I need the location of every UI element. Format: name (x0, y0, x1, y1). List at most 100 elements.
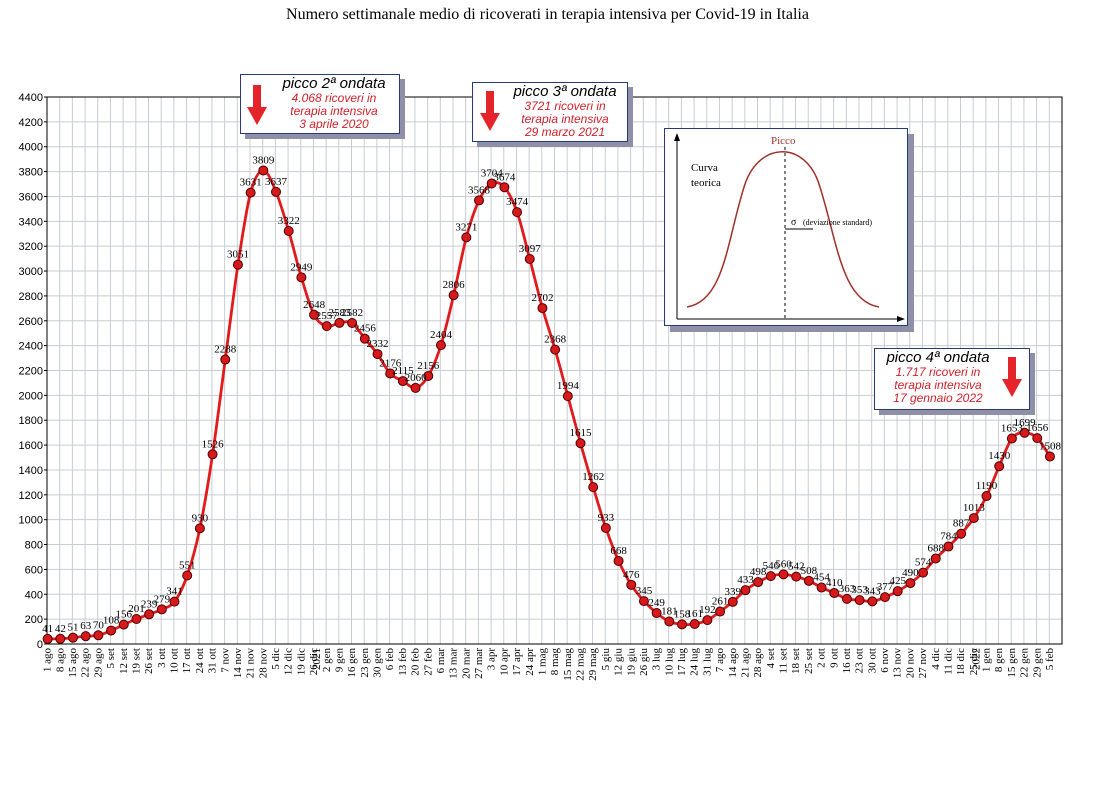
inset-curve-label-1: Curva (691, 162, 718, 174)
data-label: 1013 (963, 502, 986, 514)
inset-curve-label-2: teorica (691, 177, 721, 189)
y-tick-label: 800 (25, 540, 43, 552)
data-label: 3097 (519, 243, 542, 255)
data-label: 2456 (354, 323, 377, 335)
annotation-peak-3-line-3: 29 marzo 2021 (524, 125, 606, 139)
down-arrow-icon (1002, 357, 1022, 397)
data-label: 261 (712, 596, 729, 608)
data-point (359, 333, 370, 344)
data-point (613, 555, 624, 566)
x-tick-label: 19 set (130, 648, 142, 674)
x-tick-label: 17 ott (181, 648, 193, 673)
annotation-peak-4: picco 4ª ondata 1.717 ricoveri in terapi… (874, 348, 1030, 410)
x-tick-label: 27 nov (917, 648, 929, 679)
data-point (435, 340, 446, 351)
x-tick-label: 1 ago (42, 648, 54, 673)
data-point (829, 588, 840, 599)
data-label: 2949 (290, 261, 313, 273)
data-point (905, 578, 916, 589)
data-label: 1653 (1001, 423, 1024, 435)
data-label: 1262 (582, 471, 604, 483)
data-point (385, 368, 396, 379)
data-point (232, 259, 243, 270)
x-tick-label: 10 lug (663, 648, 675, 676)
data-point (245, 187, 256, 198)
x-tick-label: 19 dic (295, 648, 307, 675)
data-point (943, 541, 954, 552)
annotation-peak-4-line-2: terapia intensiva (894, 378, 982, 392)
data-label: 249 (648, 597, 665, 609)
data-label: 3322 (278, 215, 300, 227)
data-point (410, 382, 421, 393)
y-tick-label: 200 (25, 614, 43, 626)
data-point (1006, 433, 1017, 444)
x-tick-label: 26 set (143, 648, 155, 674)
x-tick-label: 17 lug (676, 648, 688, 676)
data-point (524, 253, 535, 264)
data-point (499, 182, 510, 193)
data-point (892, 586, 903, 597)
y-tick-label: 1600 (19, 440, 43, 452)
data-label: 156 (116, 609, 133, 621)
data-point (715, 606, 726, 617)
x-tick-label: 12 dic (283, 648, 295, 675)
data-point (994, 461, 1005, 472)
x-tick-label: 24 lug (689, 648, 701, 676)
data-point (841, 593, 852, 604)
data-label: 410 (826, 577, 843, 589)
data-label: 2332 (367, 338, 389, 350)
data-label: 433 (737, 574, 754, 586)
data-point (778, 569, 789, 580)
data-label: 476 (623, 569, 640, 581)
data-label: 3631 (240, 177, 262, 189)
data-label: 2702 (531, 292, 553, 304)
x-tick-label: 10 ott (169, 648, 181, 673)
x-tick-label: 23 gen (359, 648, 371, 678)
data-point (372, 349, 383, 360)
data-label: 339 (725, 586, 742, 598)
data-point (347, 318, 358, 329)
x-tick-label: 5 giu (600, 648, 612, 671)
data-label: 2404 (430, 329, 453, 341)
y-tick-label: 2000 (19, 390, 43, 402)
x-tick-label: 31 lug (701, 648, 713, 676)
x-tick-label: 6 feb (384, 648, 396, 671)
data-label: 63 (80, 620, 92, 632)
data-label: 70 (93, 619, 105, 631)
data-point (740, 585, 751, 596)
data-point (638, 596, 649, 607)
data-label: 341 (166, 586, 183, 598)
data-label: 158 (674, 608, 691, 620)
data-label: 3271 (455, 221, 477, 233)
data-label: 508 (801, 565, 818, 577)
y-tick-label: 2800 (19, 291, 43, 303)
data-point (651, 608, 662, 619)
y-tick-label: 2400 (19, 341, 43, 353)
annotation-peak-4-title: picco 4ª ondata (886, 349, 990, 366)
y-tick-label: 3000 (19, 266, 43, 278)
x-tick-label: 24 apr (524, 648, 536, 676)
data-point (182, 570, 193, 581)
data-label: 887 (953, 518, 970, 530)
data-label: 542 (788, 561, 805, 573)
data-label: 1430 (988, 450, 1011, 462)
data-point (867, 596, 878, 607)
x-tick-label: 3 lug (651, 648, 663, 671)
x-tick-label: 30 ott (866, 648, 878, 673)
x-tick-label: 18 set (790, 648, 802, 674)
x-tick-label: 4 dic (930, 648, 942, 670)
data-point (981, 491, 992, 502)
data-label: 363 (839, 583, 856, 595)
data-label: 3568 (468, 184, 491, 196)
data-point (220, 354, 231, 365)
y-tick-label: 3800 (19, 167, 43, 179)
data-point (321, 321, 332, 332)
data-point (55, 633, 66, 644)
x-tick-label: 22 gen (1019, 648, 1031, 678)
data-label: 2115 (392, 365, 414, 377)
data-label: 1994 (557, 380, 580, 392)
data-point (271, 186, 282, 197)
y-tick-label: 4400 (19, 92, 43, 104)
data-point (258, 165, 269, 176)
data-point (930, 553, 941, 564)
